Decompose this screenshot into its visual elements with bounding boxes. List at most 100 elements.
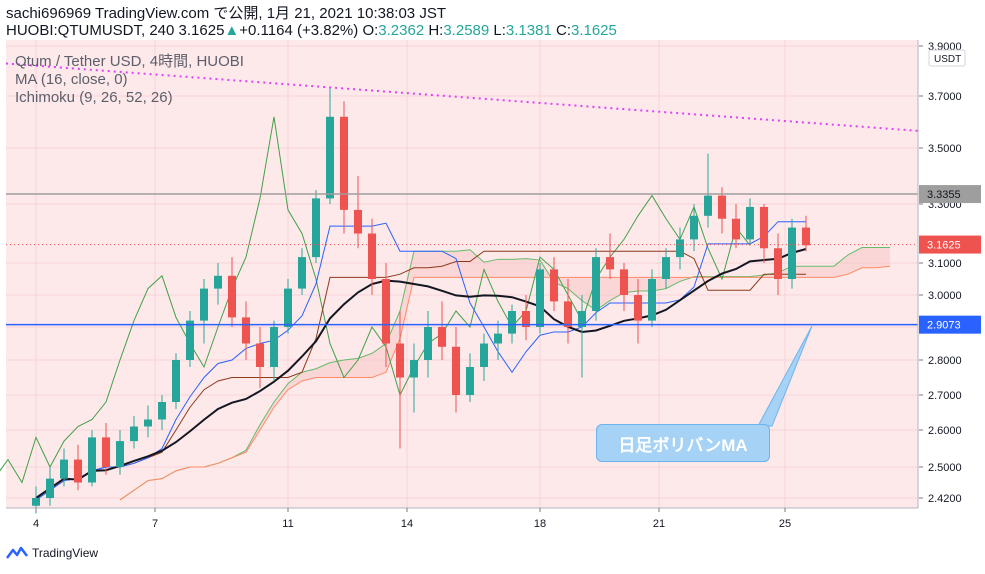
candle-body: [158, 402, 166, 420]
candle-body: [298, 257, 306, 289]
candle-body: [606, 257, 614, 270]
candle-body: [410, 360, 418, 378]
candle-body: [368, 233, 376, 279]
cloud-fill: [120, 247, 890, 500]
time-tick-label: 7: [152, 518, 158, 530]
horizontal-lines[interactable]: [6, 193, 918, 326]
price-tick-label: 2.5000: [928, 462, 962, 474]
candle-body: [60, 459, 68, 479]
candle-body: [662, 257, 670, 279]
ohlc-line: HUOBI:QTUMUSDT, 240 3.1625▲+0.1164 (+3.8…: [6, 22, 617, 39]
price-tick-label: 2.4200: [928, 493, 962, 505]
candle-body: [480, 343, 488, 367]
price-marker-label: 3.3355: [927, 189, 961, 201]
tenkan-line: [35, 221, 806, 501]
candle-body: [130, 426, 138, 442]
candle-body: [200, 288, 208, 321]
indicator-legend: Qtum / Tether USD, 4時間, HUOBI MA (16, cl…: [15, 53, 244, 107]
change-arrow-icon: ▲: [224, 22, 240, 39]
legend-ma[interactable]: MA (16, close, 0): [15, 71, 128, 88]
candle-body: [354, 209, 362, 234]
high-label: H:: [428, 22, 444, 39]
ma-line: [35, 248, 807, 499]
candle-body: [186, 320, 194, 360]
candle-body: [536, 269, 544, 327]
chikou-line: [0, 116, 751, 484]
candle-body: [382, 279, 390, 344]
time-axis-labels: 4 7 11 14 18 21 25: [33, 508, 791, 530]
candle-body: [704, 195, 712, 216]
candle-body: [144, 419, 152, 427]
price-tick-label: 2.6000: [928, 425, 962, 437]
candle-body: [802, 227, 810, 246]
low-value: 3.1381: [505, 22, 552, 39]
candle-body: [494, 333, 502, 344]
candle-body: [88, 437, 96, 483]
candles: [32, 88, 810, 514]
candle-body: [74, 459, 82, 483]
price-markers: 3.3355 2.9073 3.1625: [919, 185, 981, 334]
candle-body: [116, 441, 124, 467]
candle-body: [718, 195, 726, 219]
candle-body: [690, 215, 698, 240]
candle-body: [452, 346, 460, 395]
time-tick-label: 11: [282, 518, 293, 530]
candle-body: [732, 218, 740, 240]
brand-name: TradingView: [32, 546, 99, 560]
candle-body: [326, 116, 334, 199]
candle-body: [32, 498, 40, 506]
last-price-marker-bg: [919, 235, 981, 254]
close-value: 3.1625: [570, 22, 617, 39]
candle-body: [284, 288, 292, 327]
candle-body: [676, 239, 684, 258]
candle-body: [396, 343, 404, 378]
legend-symbol[interactable]: Qtum / Tether USD, 4時間, HUOBI: [15, 53, 244, 70]
candle-body: [760, 206, 768, 249]
high-value: 3.2589: [443, 22, 490, 39]
candle-body: [312, 198, 320, 258]
candle-body: [620, 269, 628, 295]
chart-header: sachi696969 TradingView.com で公開, 1月 21, …: [6, 5, 617, 39]
candle-body: [774, 248, 782, 279]
footer-branding[interactable]: TradingView: [6, 546, 98, 560]
candle-body: [214, 275, 222, 289]
candle-body: [46, 478, 54, 498]
candle-body: [634, 295, 642, 321]
candle-body: [746, 206, 754, 240]
price-marker-bg: [919, 315, 981, 334]
currency-badge: [928, 49, 966, 67]
price-tick-label: 2.7000: [928, 390, 962, 402]
candle-body: [340, 116, 348, 210]
price-tick-label: 3.1000: [928, 258, 962, 270]
open-label: O:: [362, 22, 379, 39]
time-tick-label: 21: [653, 518, 665, 530]
candle-body: [242, 317, 250, 344]
candle-body: [788, 227, 796, 279]
change-value: +0.1164 (+3.82%): [239, 22, 359, 39]
close-label: C:: [555, 22, 571, 39]
candle-body: [648, 279, 656, 321]
price-tick-label: 2.8000: [928, 355, 962, 367]
time-tick-label: 4: [33, 518, 39, 530]
price-tick-label: 3.0000: [928, 290, 962, 302]
price-tick-label: 3.5000: [928, 143, 962, 155]
candle-body: [270, 327, 278, 367]
candle-body: [508, 311, 516, 334]
candle-body: [424, 327, 432, 360]
price-marker-label: 2.9073: [927, 320, 961, 332]
candle-body: [438, 327, 446, 347]
price-axis[interactable]: [919, 40, 981, 508]
callout-bubble: 日足ボリバンMA: [596, 424, 770, 462]
open-value: 3.2362: [378, 22, 425, 39]
candle-body: [564, 301, 572, 327]
candle-body: [578, 311, 586, 327]
candle-body: [172, 360, 180, 402]
candle-body: [102, 437, 110, 467]
time-tick-label: 14: [401, 518, 413, 530]
candle-body: [228, 275, 236, 318]
legend-ichimoku[interactable]: Ichimoku (9, 26, 52, 26): [15, 89, 173, 106]
candle-body: [466, 367, 474, 395]
price-marker-bg: [919, 185, 981, 204]
tradingview-logo-icon: [6, 546, 28, 559]
